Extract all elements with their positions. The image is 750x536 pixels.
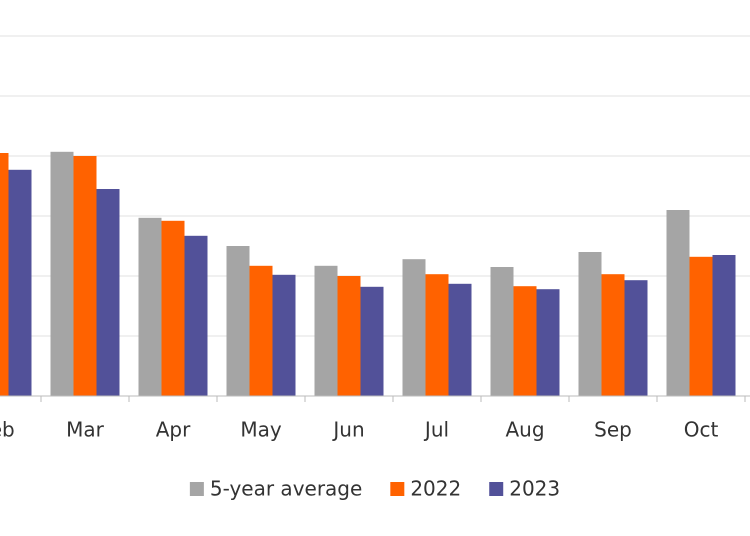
- x-tick-label: Oct: [684, 418, 719, 442]
- bar: [490, 267, 514, 396]
- bar: [536, 289, 560, 396]
- bar: [73, 156, 97, 396]
- bar: [8, 169, 32, 396]
- legend-label: 2023: [509, 477, 560, 501]
- bar: [689, 256, 713, 396]
- bar: [314, 265, 338, 396]
- x-tick-label: Jun: [331, 418, 364, 442]
- legend-label: 2022: [410, 477, 461, 501]
- x-tick-label: Feb: [0, 418, 15, 442]
- bar: [337, 276, 361, 396]
- bar: [578, 252, 602, 396]
- legend-swatch: [390, 482, 405, 496]
- bar: [448, 283, 472, 396]
- bar: [666, 210, 690, 396]
- x-tick-label: Sep: [594, 418, 632, 442]
- bar: [50, 151, 74, 396]
- x-tick-label: May: [240, 418, 282, 442]
- bar: [161, 220, 185, 396]
- legend-label: 5-year average: [210, 477, 362, 501]
- legend: 5-year average 2022 2023: [189, 477, 560, 501]
- bar: [425, 274, 449, 396]
- x-tick-label: Mar: [66, 418, 105, 442]
- bar: [96, 189, 120, 396]
- bar: [513, 286, 537, 396]
- bar: [712, 255, 736, 396]
- bar: [0, 153, 9, 396]
- bar: [226, 246, 250, 396]
- x-tick-label: Aug: [505, 418, 544, 442]
- bar: [272, 274, 296, 396]
- bar: [402, 259, 426, 396]
- legend-swatch: [189, 482, 204, 496]
- bar: [601, 274, 625, 396]
- x-tick-label: Apr: [156, 418, 191, 442]
- bar: [360, 286, 384, 396]
- x-tick-label: Jul: [423, 418, 449, 442]
- bar: [624, 280, 648, 396]
- bar: [184, 235, 208, 396]
- bar: [249, 265, 273, 396]
- bar: [138, 217, 162, 396]
- legend-swatch: [489, 482, 504, 496]
